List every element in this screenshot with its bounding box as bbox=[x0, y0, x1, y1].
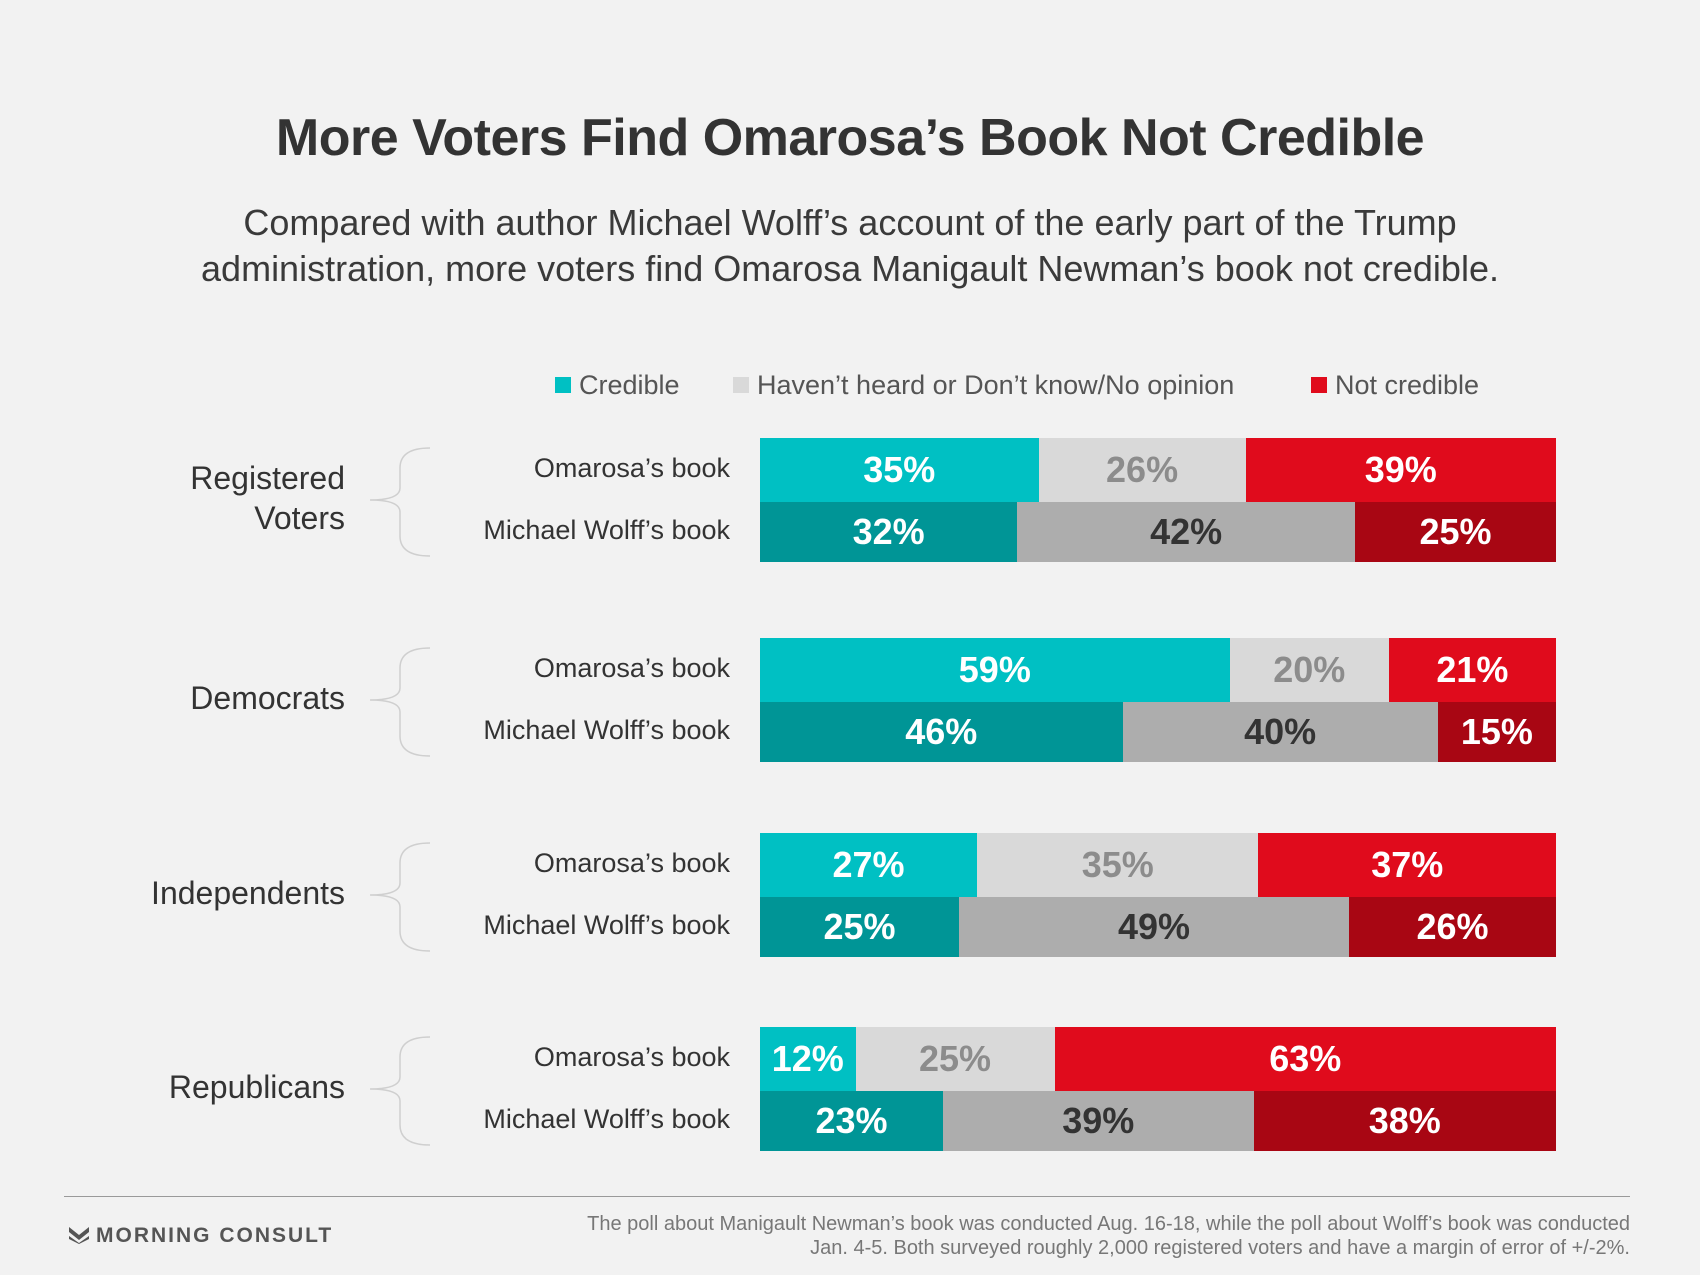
legend-swatch-credible bbox=[555, 376, 571, 393]
bar-segment-credible: 59% bbox=[760, 638, 1230, 702]
footer-divider bbox=[64, 1196, 1630, 1197]
bracket-republicans bbox=[369, 1036, 431, 1146]
data-label: 39% bbox=[1364, 449, 1437, 490]
row-label-michael-wolffs-book: Michael Wolff’s book bbox=[483, 515, 730, 545]
bar-segment-not-credible: 21% bbox=[1388, 638, 1556, 702]
legend-item-not-credible: Not credible bbox=[1311, 370, 1479, 401]
bar-registered-voters-omarosa: 35% 26% 39% bbox=[760, 438, 1556, 502]
data-label: 32% bbox=[852, 511, 925, 552]
row-label-omarosas-book: Omarosa’s book bbox=[533, 1042, 730, 1072]
bracket-democrats bbox=[369, 647, 431, 757]
bar-segment-not-credible: 26% bbox=[1349, 897, 1556, 957]
bar-segment-credible: 23% bbox=[760, 1091, 944, 1151]
row-label-omarosas-book: Omarosa’s book bbox=[533, 848, 730, 878]
legend-swatch-no-opinion bbox=[733, 376, 749, 393]
bar-segment-no-opinion: 25% bbox=[855, 1027, 1055, 1091]
chart-subtitle: Compared with author Michael Wolff’s acc… bbox=[201, 202, 1499, 289]
bar-segment-not-credible: 39% bbox=[1245, 438, 1556, 502]
data-label: 38% bbox=[1368, 1100, 1441, 1141]
morning-consult-logo: MORNING CONSULT bbox=[68, 1224, 333, 1248]
data-label: 46% bbox=[905, 711, 978, 752]
bar-segment-not-credible: 15% bbox=[1437, 702, 1556, 762]
group-label-republicans: Republicans bbox=[168, 1069, 345, 1105]
bar-democrats-omarosa: 59% 20% 21% bbox=[760, 638, 1556, 702]
legend-label-not-credible: Not credible bbox=[1335, 370, 1480, 400]
data-label: 26% bbox=[1416, 906, 1489, 947]
bar-segment-no-opinion: 20% bbox=[1229, 638, 1389, 702]
bar-segment-no-opinion: 39% bbox=[943, 1091, 1254, 1151]
data-label: 59% bbox=[958, 649, 1031, 690]
data-label: 25% bbox=[918, 1038, 992, 1079]
chart-title: More Voters Find Omarosa’s Book Not Cred… bbox=[275, 109, 1425, 167]
data-label: 63% bbox=[1269, 1038, 1342, 1079]
data-label: 26% bbox=[1106, 449, 1179, 490]
row-label-michael-wolffs-book: Michael Wolff’s book bbox=[483, 1104, 730, 1134]
data-label: 25% bbox=[1419, 511, 1492, 552]
group-label-registered-voters: Registered Voters bbox=[190, 460, 345, 536]
bar-segment-not-credible: 25% bbox=[1354, 502, 1556, 562]
bar-segment-no-opinion: 35% bbox=[977, 833, 1259, 897]
data-label: 23% bbox=[815, 1100, 888, 1141]
row-label-omarosas-book: Omarosa’s book bbox=[533, 453, 730, 483]
row-label-omarosas-book: Omarosa’s book bbox=[533, 653, 730, 683]
data-label: 39% bbox=[1062, 1100, 1135, 1141]
data-label: 27% bbox=[832, 844, 905, 885]
row-label-michael-wolffs-book: Michael Wolff’s book bbox=[483, 715, 730, 745]
bar-segment-credible: 35% bbox=[760, 438, 1039, 502]
bracket-registered-voters bbox=[369, 447, 431, 557]
bar-segment-not-credible: 63% bbox=[1054, 1027, 1556, 1091]
data-label: 42% bbox=[1150, 511, 1223, 552]
bar-segment-no-opinion: 49% bbox=[959, 897, 1350, 957]
footnote: The poll about Manigault Newman’s book w… bbox=[587, 1213, 1630, 1259]
data-label: 12% bbox=[771, 1038, 844, 1079]
data-label: 35% bbox=[863, 449, 936, 490]
legend-swatch-not-credible bbox=[1311, 376, 1327, 393]
bar-segment-credible: 12% bbox=[760, 1027, 856, 1091]
bar-democrats-wolff: 46% 40% 15% bbox=[760, 702, 1556, 762]
bar-republicans-omarosa: 12% 25% 63% bbox=[760, 1027, 1556, 1091]
legend: Credible Haven’t heard or Don’t know/No … bbox=[0, 370, 1700, 406]
data-label: 49% bbox=[1117, 906, 1191, 947]
bar-segment-not-credible: 38% bbox=[1253, 1091, 1556, 1151]
group-label-democrats: Democrats bbox=[190, 680, 345, 716]
legend-label-credible: Credible bbox=[579, 370, 680, 400]
row-label-michael-wolffs-book: Michael Wolff’s book bbox=[483, 910, 730, 940]
brand-name: MORNING CONSULT bbox=[96, 1224, 334, 1247]
bar-segment-no-opinion: 26% bbox=[1038, 438, 1246, 502]
legend-label-no-opinion: Haven’t heard or Don’t know/No opinion bbox=[757, 370, 1235, 400]
bar-segment-credible: 25% bbox=[760, 897, 959, 957]
bar-republicans-wolff: 23% 39% 38% bbox=[760, 1091, 1556, 1151]
bar-independents-wolff: 25% 49% 26% bbox=[760, 897, 1556, 957]
bar-segment-no-opinion: 40% bbox=[1122, 702, 1438, 762]
data-label: 25% bbox=[823, 906, 896, 947]
bar-segment-credible: 27% bbox=[760, 833, 978, 897]
bar-segment-credible: 32% bbox=[760, 502, 1018, 562]
group-label-independents: Independents bbox=[151, 875, 345, 911]
data-label: 20% bbox=[1273, 649, 1346, 690]
bar-registered-voters-wolff: 32% 42% 25% bbox=[760, 502, 1556, 562]
data-label: 37% bbox=[1371, 844, 1444, 885]
bracket-independents bbox=[369, 842, 431, 952]
morning-consult-icon bbox=[69, 1227, 89, 1245]
data-label: 35% bbox=[1081, 844, 1154, 885]
bar-segment-no-opinion: 42% bbox=[1017, 502, 1355, 562]
data-label: 21% bbox=[1436, 649, 1509, 690]
bar-segment-not-credible: 37% bbox=[1258, 833, 1556, 897]
legend-item-credible: Credible bbox=[555, 370, 680, 401]
data-label: 15% bbox=[1460, 711, 1533, 752]
data-label: 40% bbox=[1244, 711, 1317, 752]
bar-segment-credible: 46% bbox=[760, 702, 1123, 762]
bar-independents-omarosa: 27% 35% 37% bbox=[760, 833, 1556, 897]
legend-item-no-opinion: Haven’t heard or Don’t know/No opinion bbox=[733, 370, 1234, 401]
